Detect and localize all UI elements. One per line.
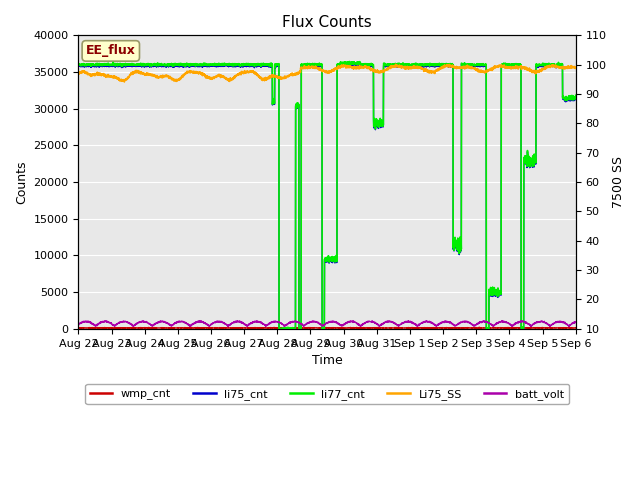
Legend: wmp_cnt, li75_cnt, li77_cnt, Li75_SS, batt_volt: wmp_cnt, li75_cnt, li77_cnt, Li75_SS, ba… (85, 384, 569, 404)
Text: EE_flux: EE_flux (86, 45, 136, 58)
X-axis label: Time: Time (312, 354, 342, 367)
Title: Flux Counts: Flux Counts (282, 15, 372, 30)
Y-axis label: 7500 SS: 7500 SS (612, 156, 625, 208)
Y-axis label: Counts: Counts (15, 160, 28, 204)
